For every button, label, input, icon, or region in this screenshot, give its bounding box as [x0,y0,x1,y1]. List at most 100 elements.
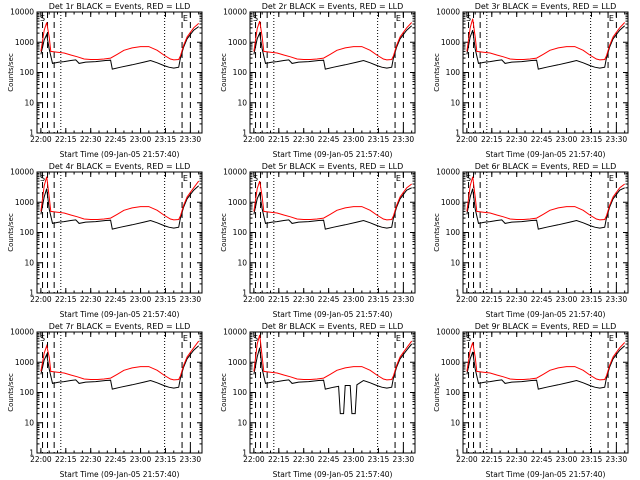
interval-marker-label: S [253,334,258,343]
y-tick-label: 10 [24,258,34,267]
lld-series-line [466,342,626,381]
x-tick-label: 23:00 [130,295,152,304]
chart-panel: Det 3r BLACK = Events, RED = LLD 1 10 100 10… [433,2,629,159]
chart-title: Det 4r BLACK = Events, RED = LLD [49,162,191,171]
chart-panel: Det 5r BLACK = Events, RED = LLD 1 10 100 10… [220,162,416,319]
chart-title: Det 5r BLACK = Events, RED = LLD [262,162,404,171]
y-tick-label: 10 [450,418,460,427]
x-axis-label: Start Time (09-Jan-05 21:57:40) [60,470,180,479]
y-tick-label: 10000 [223,8,247,17]
interval-marker-label: E [396,174,401,183]
y-tick-label: 1000 [228,38,247,47]
y-tick-label: 10 [237,98,247,107]
y-tick-label: 1 [242,449,247,458]
y-tick-label: 10 [24,98,34,107]
y-axis-label: Counts/sec [7,53,15,92]
x-tick-label: 23:30 [180,135,202,144]
x-tick-label: 22:00 [30,135,52,144]
lld-series-line [466,18,626,61]
x-tick-label: 22:00 [243,455,265,464]
x-tick-label: 22:30 [293,455,315,464]
x-tick-label: 22:30 [506,135,528,144]
chart-title: Det 7r BLACK = Events, RED = LLD [49,322,191,331]
interval-marker-label: S [466,14,471,23]
x-tick-label: 22:30 [80,135,102,144]
plot-frame [462,331,629,454]
x-axis-label: Start Time (09-Jan-05 21:57:40) [273,310,393,319]
x-tick-label: 22:30 [293,135,315,144]
x-tick-label: 23:15 [155,135,177,144]
events-series-line [253,343,413,415]
x-tick-label: 22:15 [481,455,503,464]
chart-panel: Det 9r BLACK = Events, RED = LLD 1 10 100 10… [433,322,629,479]
x-tick-label: 22:30 [506,455,528,464]
x-tick-label: 22:45 [531,135,553,144]
x-tick-label: 22:45 [318,295,340,304]
x-tick-label: 22:45 [318,455,340,464]
x-tick-label: 23:00 [556,455,578,464]
y-axis-label: Counts/sec [220,373,228,412]
events-series-line [40,185,200,230]
x-tick-label: 23:30 [393,135,415,144]
x-tick-label: 23:15 [155,455,177,464]
y-tick-label: 1 [242,289,247,298]
chart-title: Det 8r BLACK = Events, RED = LLD [262,322,404,331]
x-tick-label: 23:15 [368,295,390,304]
y-tick-label: 100 [233,228,248,237]
chart-panel: Det 7r BLACK = Events, RED = LLD 1 10 100 10… [7,322,203,479]
chart-panel: Det 8r BLACK = Events, RED = LLD 1 10 100 10… [220,322,416,479]
x-tick-label: 22:45 [105,455,127,464]
plot-frame [462,11,629,134]
events-series-line [40,26,199,70]
y-tick-label: 1000 [441,38,460,47]
y-tick-label: 100 [20,388,35,397]
interval-marker-label: S [40,14,45,23]
y-tick-label: 1 [455,129,460,138]
x-tick-label: 23:30 [606,295,628,304]
plot-frame [36,11,203,134]
y-tick-label: 1000 [15,358,34,367]
x-tick-label: 23:00 [556,295,578,304]
x-tick-label: 23:15 [581,135,603,144]
x-tick-label: 23:30 [180,455,202,464]
x-tick-label: 22:00 [30,295,52,304]
y-axis-label: Counts/sec [7,373,15,412]
y-tick-label: 10 [450,258,460,267]
x-tick-label: 22:15 [268,455,290,464]
x-tick-label: 23:30 [180,295,202,304]
interval-marker-label: E [396,334,401,343]
y-tick-label: 100 [233,68,248,77]
lld-series-line [40,340,200,381]
x-tick-label: 22:45 [105,135,127,144]
lld-series-line [253,334,413,381]
y-axis-label: Counts/sec [433,213,441,252]
x-axis-label: Start Time (09-Jan-05 21:57:40) [273,470,393,479]
y-tick-label: 1000 [228,358,247,367]
events-series-line [253,25,413,70]
y-tick-label: 10 [237,258,247,267]
interval-marker-label: E [396,14,401,23]
events-series-line [466,187,625,230]
x-tick-label: 22:00 [30,455,52,464]
chart-title: Det 2r BLACK = Events, RED = LLD [262,2,404,11]
x-tick-label: 22:45 [105,295,127,304]
x-tick-label: 23:15 [368,135,390,144]
chart-title: Det 1r BLACK = Events, RED = LLD [49,2,191,11]
y-axis-label: Counts/sec [220,53,228,92]
lld-series-line [40,176,200,221]
x-tick-label: 23:15 [581,295,603,304]
y-tick-label: 100 [446,68,461,77]
x-tick-label: 23:00 [130,135,152,144]
y-tick-label: 100 [446,388,461,397]
y-tick-label: 10 [24,418,34,427]
chart-title: Det 6r BLACK = Events, RED = LLD [475,162,617,171]
y-tick-label: 10000 [10,8,34,17]
x-tick-label: 22:15 [55,135,77,144]
x-tick-label: 23:15 [581,455,603,464]
interval-marker-label: S [253,14,258,23]
x-tick-label: 23:30 [393,295,415,304]
x-tick-label: 22:15 [55,455,77,464]
y-tick-label: 1000 [441,358,460,367]
x-tick-label: 22:30 [80,295,102,304]
